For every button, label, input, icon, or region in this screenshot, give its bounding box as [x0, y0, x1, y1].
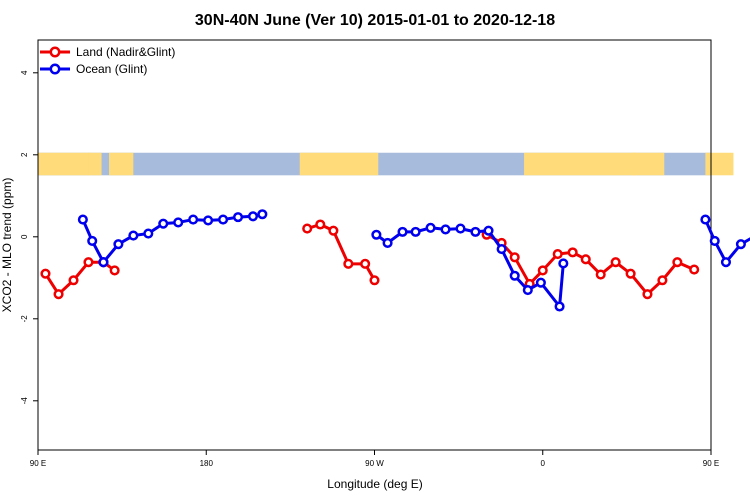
data-point — [218, 214, 229, 225]
legend: Land (Nadir&Glint) Ocean (Glint) — [40, 45, 175, 76]
data-point — [232, 212, 244, 223]
data-point — [425, 222, 436, 233]
data-point — [143, 228, 154, 239]
y-tick-label: -2 — [20, 315, 29, 323]
legend-land-marker — [49, 46, 61, 58]
data-point — [173, 217, 184, 228]
data-point — [470, 226, 481, 237]
y-axis-title: XCO2 - MLO trend (ppm) — [0, 178, 14, 313]
series-0 — [40, 219, 700, 300]
series-layer — [40, 209, 750, 312]
series-line — [375, 226, 565, 308]
chart-title: 30N-40N June (Ver 10) 2015-01-01 to 2020… — [195, 12, 555, 29]
strip-land-1 — [88, 152, 102, 176]
data-point — [567, 247, 578, 258]
plot-frame — [37, 39, 712, 451]
data-point — [369, 275, 380, 286]
data-point — [382, 237, 393, 248]
land-ocean-strip — [38, 152, 734, 176]
data-point — [496, 244, 507, 255]
data-point — [558, 258, 569, 269]
data-point — [735, 239, 746, 250]
data-point — [109, 265, 120, 276]
data-point — [642, 289, 653, 300]
strip-land-0 — [38, 152, 91, 176]
data-point — [440, 224, 451, 235]
y-tick-label: 2 — [20, 152, 29, 157]
y-tick-label: -4 — [20, 397, 29, 405]
data-point — [128, 230, 139, 241]
x-tick-label: 180 — [200, 459, 214, 468]
x-tick-label: 90 W — [365, 459, 384, 468]
x-tick-label: 90 E — [703, 459, 719, 468]
legend-ocean-label: Ocean (Glint) — [76, 62, 147, 76]
series-2 — [700, 214, 750, 268]
data-point — [315, 219, 326, 230]
data-point — [158, 218, 169, 229]
data-point — [689, 264, 700, 275]
data-point — [257, 209, 268, 220]
plot-border — [37, 39, 712, 451]
data-point — [483, 225, 494, 236]
strip-land-6 — [705, 152, 734, 176]
data-point — [554, 301, 565, 312]
y-tick-label: 4 — [20, 70, 29, 75]
strip-land-2 — [109, 152, 134, 176]
x-axis: 90 E 180 90 W 0 90 E — [30, 450, 719, 468]
data-point — [188, 214, 199, 225]
data-point — [410, 226, 421, 237]
data-point — [397, 226, 408, 237]
data-point — [360, 258, 371, 269]
data-point — [720, 257, 732, 268]
strip-land-5 — [632, 152, 665, 176]
x-axis-title: Longitude (deg E) — [327, 477, 422, 491]
data-point — [455, 223, 466, 234]
legend-land-label: Land (Nadir&Glint) — [76, 45, 175, 59]
y-tick-label: 0 — [20, 234, 29, 239]
data-point — [53, 289, 64, 300]
data-point — [700, 214, 711, 225]
series-1 — [77, 209, 569, 312]
data-point — [247, 211, 259, 222]
series-line — [306, 223, 376, 282]
data-point — [113, 239, 124, 250]
data-point — [625, 268, 636, 279]
data-point — [657, 275, 668, 286]
legend-ocean-marker — [49, 63, 61, 75]
data-point — [87, 235, 98, 246]
data-point — [580, 254, 591, 265]
data-point — [595, 269, 606, 280]
data-point — [77, 214, 88, 225]
data-point — [68, 275, 79, 286]
data-point — [610, 257, 621, 268]
data-point — [98, 257, 109, 268]
data-point — [83, 257, 94, 268]
data-point — [302, 223, 313, 234]
data-point — [709, 235, 720, 246]
x-tick-label: 90 E — [30, 459, 46, 468]
data-point — [552, 248, 563, 260]
strip-land-4 — [524, 152, 637, 176]
data-point — [535, 277, 546, 288]
x-tick-label: 0 — [541, 459, 546, 468]
data-point — [509, 270, 520, 281]
y-axis: -4 -2 0 2 4 — [20, 70, 38, 404]
data-point — [672, 257, 683, 268]
strip-land-3 — [299, 152, 379, 176]
data-point — [343, 258, 354, 269]
data-point — [203, 215, 214, 226]
series-line — [485, 233, 695, 296]
data-point — [509, 252, 520, 263]
data-point — [537, 265, 548, 276]
data-point — [40, 268, 51, 279]
data-point — [522, 285, 533, 296]
data-point — [371, 229, 382, 240]
data-point — [328, 225, 339, 236]
